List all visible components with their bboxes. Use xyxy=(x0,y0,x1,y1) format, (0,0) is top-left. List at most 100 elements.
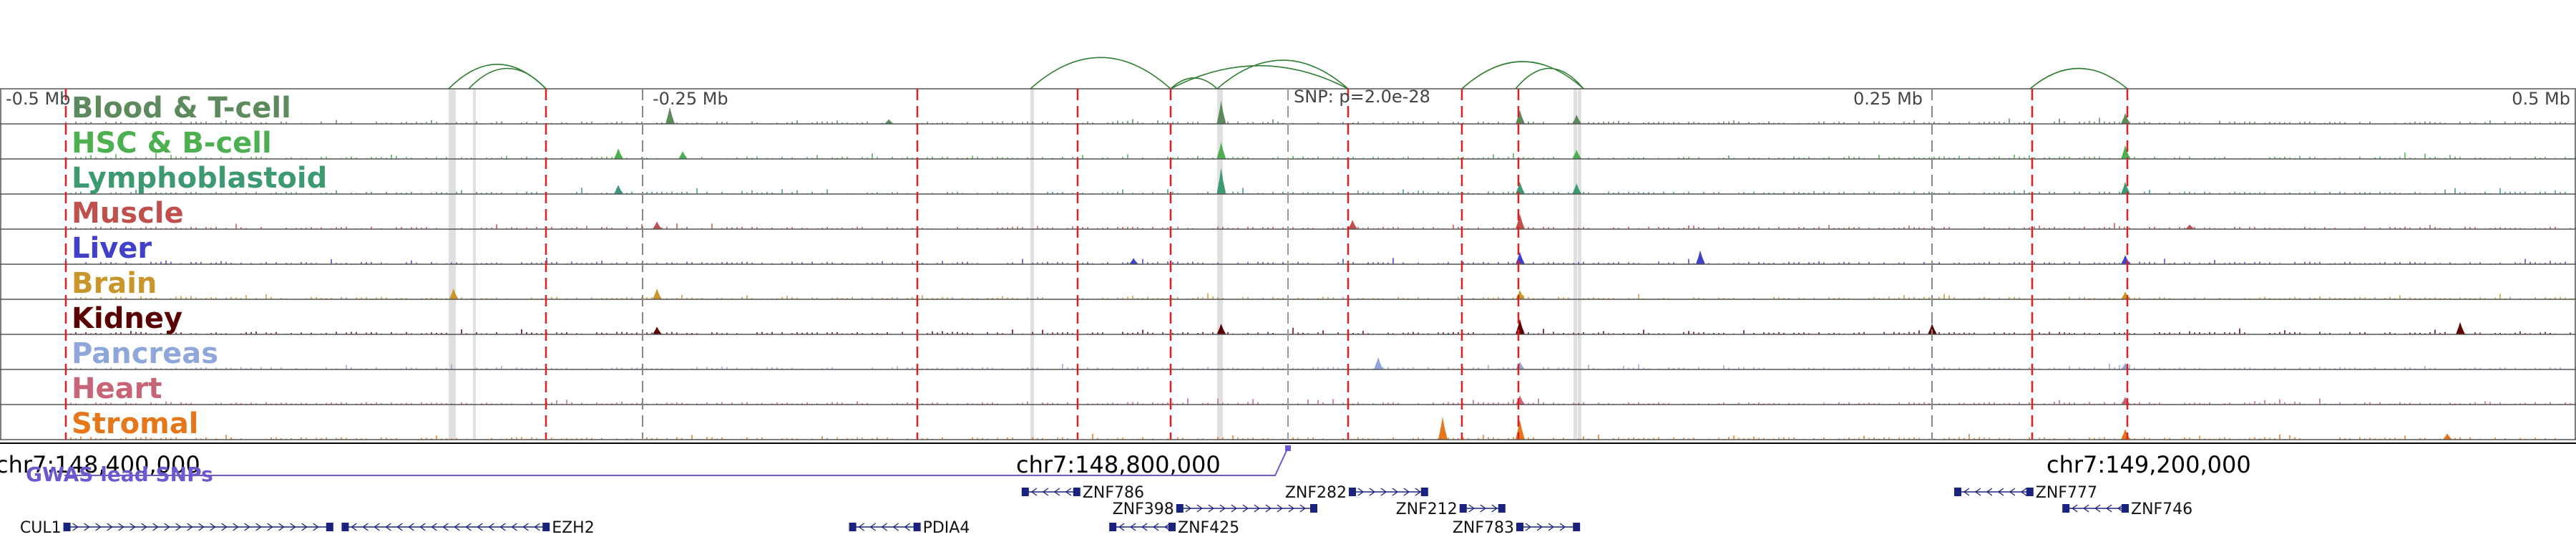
gene-strand-arrow xyxy=(152,523,159,531)
gene-exon xyxy=(341,523,349,531)
coordinate-mid: chr7:148,800,000 xyxy=(1016,451,1221,478)
gene-strand-arrow xyxy=(210,523,216,531)
track-peak xyxy=(1129,258,1138,264)
gene-label: PDIA4 xyxy=(923,519,970,537)
gene-strand-arrow xyxy=(511,523,517,531)
track-peak xyxy=(2121,145,2130,159)
gene-strand-arrow xyxy=(1065,488,1072,496)
track-signal xyxy=(65,258,2576,264)
gene-strand-arrow xyxy=(431,523,437,531)
gene-label: ZNF786 xyxy=(1083,484,1144,502)
gene-strand-arrow xyxy=(1254,504,1260,513)
gene-strand-arrow xyxy=(454,523,460,531)
track-label: Heart xyxy=(72,372,162,405)
track-peak xyxy=(1516,181,1525,194)
gene-strand-arrow xyxy=(881,523,887,531)
track-label: Brain xyxy=(72,267,157,300)
gene-strand-arrow xyxy=(255,523,262,531)
track-signal xyxy=(65,398,2576,405)
snp-label: SNP: p=2.0e-28 xyxy=(1294,87,1430,107)
gene-exon xyxy=(1176,504,1184,513)
gene-strand-arrow xyxy=(84,523,90,531)
gene-label: ZNF783 xyxy=(1453,519,1514,537)
loop-arc xyxy=(1030,57,1171,90)
gene-strand-arrow xyxy=(499,523,506,531)
gene-strand-arrow xyxy=(130,523,136,531)
track-peak xyxy=(2121,255,2130,264)
coordinate-left: chr7:148,400,000 xyxy=(0,451,200,478)
gene-strand-arrow xyxy=(164,523,170,531)
gene-strand-arrow xyxy=(419,523,426,531)
track-signal xyxy=(65,117,2576,124)
gene-strand-arrow xyxy=(1403,488,1410,496)
gene-strand-arrow xyxy=(904,523,910,531)
axis-label-left: -0.5 Mb xyxy=(6,89,70,109)
gene-exon xyxy=(1310,504,1317,513)
gene-strand-arrow xyxy=(396,523,403,531)
gene-strand-arrow xyxy=(118,523,125,531)
gene-exon xyxy=(2026,488,2034,496)
loop-arc xyxy=(1170,77,1218,90)
gene-exon xyxy=(1349,488,1356,496)
track-signal xyxy=(65,223,2576,229)
track-peak xyxy=(1572,183,1582,194)
track-peak xyxy=(1216,323,1226,334)
gene-strand-arrow xyxy=(1380,488,1387,496)
loop-arc xyxy=(1461,61,1584,90)
position-markers xyxy=(64,89,2129,440)
track-peak xyxy=(1696,250,1705,264)
gene-strand-arrow xyxy=(892,523,899,531)
gene-strand-arrow xyxy=(1997,488,2004,496)
gene-exon xyxy=(542,523,550,531)
chromatin-loop-arcs xyxy=(448,57,2128,90)
gene-strand-arrow xyxy=(1265,504,1272,513)
gene-strand-arrow xyxy=(2020,488,2027,496)
gene-exon xyxy=(63,523,71,531)
track-peak xyxy=(2121,428,2130,440)
gene-exon xyxy=(2062,504,2070,513)
loop-arc xyxy=(1170,65,1349,90)
gwas-label: GWAS lead SNPs xyxy=(26,463,213,486)
gene-exon xyxy=(913,523,921,531)
gene-strand-arrow xyxy=(2083,504,2089,513)
track-peak xyxy=(1572,115,1582,124)
gene-exon xyxy=(1109,523,1117,531)
gene-strand-arrow xyxy=(1231,504,1237,513)
gene-strand-arrow xyxy=(1185,504,1191,513)
track-peak xyxy=(1216,168,1226,194)
track-signal xyxy=(65,293,2576,299)
track-label: Muscle xyxy=(72,197,184,230)
track-peak xyxy=(2121,291,2130,299)
gene-strand-arrow xyxy=(1559,523,1566,531)
gene-exon xyxy=(1021,488,1029,496)
track-peak xyxy=(1374,357,1383,369)
track-label: Lymphoblastoid xyxy=(72,162,327,195)
gene-strand-arrow xyxy=(313,523,319,531)
gene-exon xyxy=(1954,488,1961,496)
track-peak xyxy=(1516,290,1525,299)
gene-label: ZNF777 xyxy=(2036,484,2097,502)
gene-strand-arrow xyxy=(465,523,472,531)
gene-strand-arrow xyxy=(1491,504,1498,513)
gene-strand-arrow xyxy=(221,523,228,531)
gene-strand-arrow xyxy=(2072,504,2078,513)
gene-label: ZNF746 xyxy=(2131,500,2192,518)
gene-strand-arrow xyxy=(374,523,380,531)
track-peak xyxy=(1348,220,1357,229)
gene-strand-arrow xyxy=(1196,504,1203,513)
gene-exon xyxy=(1420,488,1428,496)
gwas-connector xyxy=(64,447,1289,476)
track-peak xyxy=(2121,112,2130,124)
track-label: Pancreas xyxy=(72,337,218,370)
loop-arc xyxy=(468,67,547,90)
gene-strand-arrow xyxy=(1974,488,1981,496)
gene-strand-arrow xyxy=(488,523,494,531)
track-label: Blood & T-cell xyxy=(72,92,291,125)
axis-label-plus-quarter: 0.25 Mb xyxy=(1853,89,1923,109)
gene-strand-arrow xyxy=(1536,523,1543,531)
track-peak xyxy=(665,107,675,124)
track-peak xyxy=(653,288,662,299)
gwas-snp-marker xyxy=(1285,445,1291,451)
